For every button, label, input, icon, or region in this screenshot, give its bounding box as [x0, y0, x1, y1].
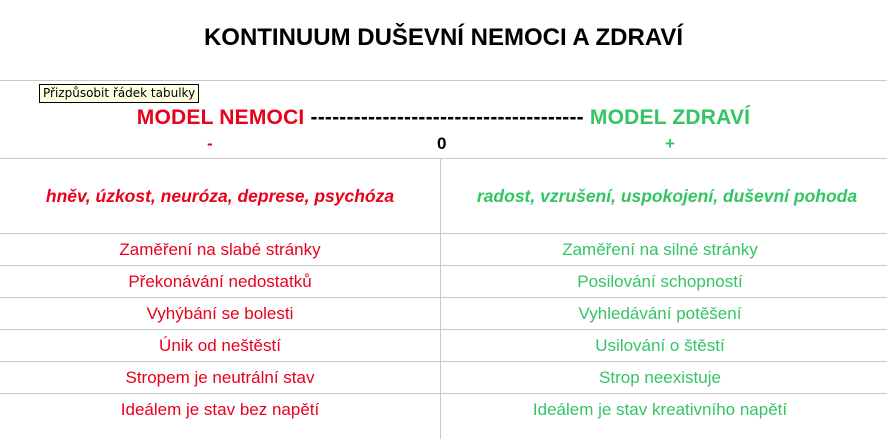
illness-row-cell: Zaměření na slabé stránky — [119, 240, 321, 259]
illness-row-cell: Vyhýbání se bolesti — [146, 304, 294, 323]
health-row-cell: Posilování schopností — [577, 272, 743, 291]
row-divider — [0, 329, 887, 330]
row-divider — [0, 265, 887, 266]
health-row-cell: Usilování o štěstí — [595, 336, 725, 355]
row-divider — [0, 393, 887, 394]
minus-sign: - — [207, 134, 213, 153]
continuum-dashes: -------------------------------------- — [310, 106, 584, 129]
plus-sign: + — [665, 134, 675, 153]
health-row-cell: Ideálem je stav kreativního napětí — [532, 400, 788, 419]
divider — [0, 158, 887, 159]
health-row-cell: Vyhledávání potěšení — [578, 304, 742, 323]
page-title: KONTINUUM DUŠEVNÍ NEMOCI A ZDRAVÍ — [203, 24, 684, 51]
illness-row-cell: Překonávání nedostatků — [128, 272, 312, 291]
illness-row-cell: Únik od neštěstí — [159, 336, 281, 355]
row-divider — [0, 361, 887, 362]
illness-row-cell: Stropem je neutrální stav — [125, 368, 315, 387]
illness-row-cell: Ideálem je stav bez napětí — [120, 400, 320, 419]
model-header: MODEL NEMOCI ---------------------------… — [0, 106, 887, 130]
health-emotions: radost, vzrušení, uspokojení, duševní po… — [476, 186, 858, 206]
zero-sign: 0 — [437, 134, 447, 153]
model-illness-label: MODEL NEMOCI — [136, 106, 305, 129]
divider — [0, 233, 887, 234]
health-row-cell: Zaměření na silné stránky — [562, 240, 758, 259]
row-divider — [0, 297, 887, 298]
column-divider — [440, 158, 441, 439]
health-row-cell: Strop neexistuje — [599, 368, 721, 387]
model-health-label: MODEL ZDRAVÍ — [589, 106, 751, 129]
tooltip: Přizpůsobit řádek tabulky — [39, 84, 200, 103]
illness-emotions: hněv, úzkost, neuróza, deprese, psychóza — [45, 186, 395, 206]
divider — [0, 80, 887, 81]
